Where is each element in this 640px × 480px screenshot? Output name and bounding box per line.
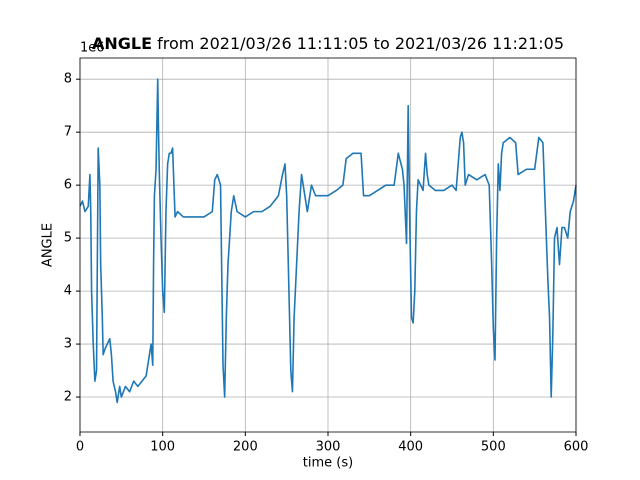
offset-text: 1e6: [80, 41, 105, 56]
y-tick-label: 8: [64, 72, 72, 87]
x-tick-label: 0: [76, 440, 84, 455]
title-bold: ANGLE: [92, 34, 152, 53]
x-tick-label: 400: [398, 440, 423, 455]
y-axis-label: ANGLE: [41, 223, 56, 267]
y-tick-label: 7: [64, 125, 72, 140]
x-tick-label: 500: [481, 440, 506, 455]
x-tick-label: 200: [233, 440, 258, 455]
x-tick-label: 600: [564, 440, 589, 455]
axes-frame: [79, 57, 577, 433]
title-rest: from 2021/03/26 11:11:05 to 2021/03/26 1…: [157, 34, 564, 53]
x-tick-label: 300: [316, 440, 341, 455]
y-tick-label: 4: [64, 284, 72, 299]
x-tick-label: 100: [150, 440, 175, 455]
y-tick-label: 5: [64, 231, 72, 246]
y-tick-label: 2: [64, 390, 72, 405]
x-axis-label: time (s): [303, 456, 353, 471]
data-line: [79, 78, 577, 404]
y-tick-label: 3: [64, 337, 72, 352]
y-tick-label: 6: [64, 178, 72, 193]
chart-title: ANGLE from 2021/03/26 11:11:05 to 2021/0…: [92, 34, 564, 53]
